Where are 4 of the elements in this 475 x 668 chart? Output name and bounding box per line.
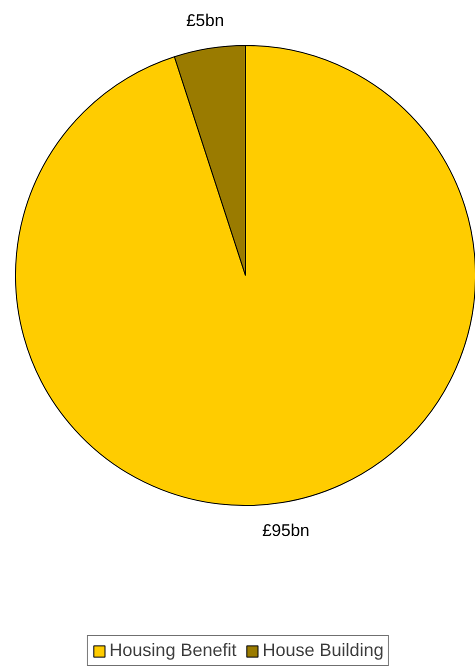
data-label: £95bn: [262, 520, 310, 540]
legend-label: House Building: [262, 640, 384, 661]
legend-label: Housing Benefit: [109, 640, 237, 661]
data-label: £5bn: [186, 11, 224, 30]
